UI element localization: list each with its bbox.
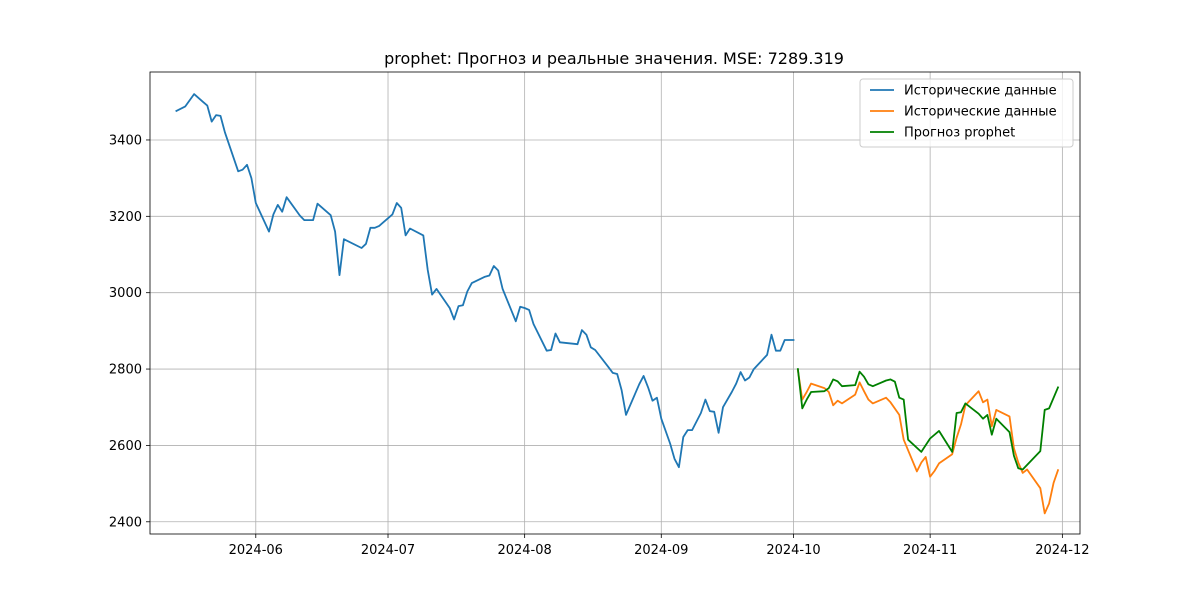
y-tick-label: 2800 [109,363,142,378]
x-tick-label: 2024-06 [229,543,283,558]
x-tick-label: 2024-09 [634,543,688,558]
historical-series-line [175,93,795,469]
x-tick-label: 2024-07 [361,543,415,558]
grid-lines [150,72,1080,534]
y-tick-label: 2400 [109,515,142,530]
actual-series-line [796,369,1060,515]
chart-title: prophet: Прогноз и реальные значения. MS… [384,49,844,68]
x-tick-label: 2024-11 [903,543,957,558]
x-tick-label: 2024-10 [766,543,820,558]
legend-label: Исторические данные [904,105,1057,120]
y-tick-label: 3000 [109,286,142,301]
legend-box [859,78,1074,148]
x-tick-label: 2024-12 [1035,543,1089,558]
legend-label: Исторические данные [904,84,1057,99]
x-tick-label: 2024-08 [497,543,551,558]
series-lines [175,93,1060,515]
plot-area-frame [149,71,1081,535]
legend: Исторические данные Исторические данные Пр… [859,78,1074,148]
y-tick-label: 2600 [109,439,142,454]
forecast-series-line [796,368,1060,471]
legend-label: Прогноз prophet [904,126,1015,141]
axis-ticks: 2024-06 2024-07 2024-08 2024-09 2024-10 2024-… [109,133,1090,558]
y-tick-label: 3200 [109,210,142,225]
y-tick-label: 3400 [109,133,142,148]
